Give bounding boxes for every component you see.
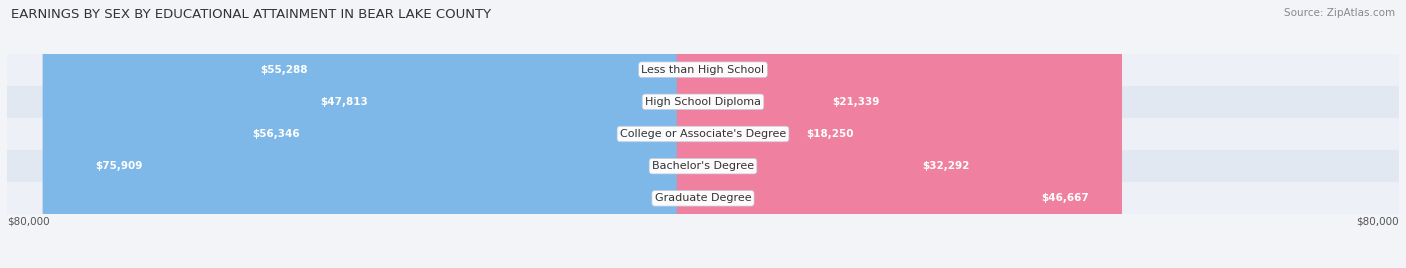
Bar (7, 54, 1399, 86)
Text: $55,288: $55,288 (260, 65, 308, 75)
FancyBboxPatch shape (676, 0, 997, 268)
Text: $75,909: $75,909 (96, 161, 143, 171)
FancyBboxPatch shape (676, 0, 875, 268)
FancyBboxPatch shape (42, 0, 716, 268)
Bar (7, 86, 1399, 118)
Text: Less than High School: Less than High School (641, 65, 765, 75)
Text: $47,813: $47,813 (321, 97, 368, 107)
Text: High School Diploma: High School Diploma (645, 97, 761, 107)
FancyBboxPatch shape (287, 0, 716, 268)
FancyBboxPatch shape (212, 0, 716, 268)
Text: $80,000: $80,000 (1357, 217, 1399, 227)
Bar (7, 182, 1399, 214)
Text: Source: ZipAtlas.com: Source: ZipAtlas.com (1284, 8, 1395, 18)
Bar (7, 118, 1399, 150)
Text: $56,346: $56,346 (252, 129, 299, 139)
Text: College or Associate's Degree: College or Associate's Degree (620, 129, 786, 139)
FancyBboxPatch shape (222, 0, 716, 268)
Text: $0: $0 (730, 65, 742, 75)
Text: $46,667: $46,667 (1040, 193, 1088, 203)
Text: Bachelor's Degree: Bachelor's Degree (652, 161, 754, 171)
Bar (7, 150, 1399, 182)
Text: $0: $0 (664, 193, 676, 203)
Text: Graduate Degree: Graduate Degree (655, 193, 751, 203)
Text: $80,000: $80,000 (7, 217, 49, 227)
Text: $18,250: $18,250 (806, 129, 853, 139)
FancyBboxPatch shape (676, 0, 901, 268)
Text: $21,339: $21,339 (832, 97, 879, 107)
Text: EARNINGS BY SEX BY EDUCATIONAL ATTAINMENT IN BEAR LAKE COUNTY: EARNINGS BY SEX BY EDUCATIONAL ATTAINMEN… (11, 8, 491, 21)
FancyBboxPatch shape (676, 0, 1122, 268)
Text: $32,292: $32,292 (922, 161, 970, 171)
